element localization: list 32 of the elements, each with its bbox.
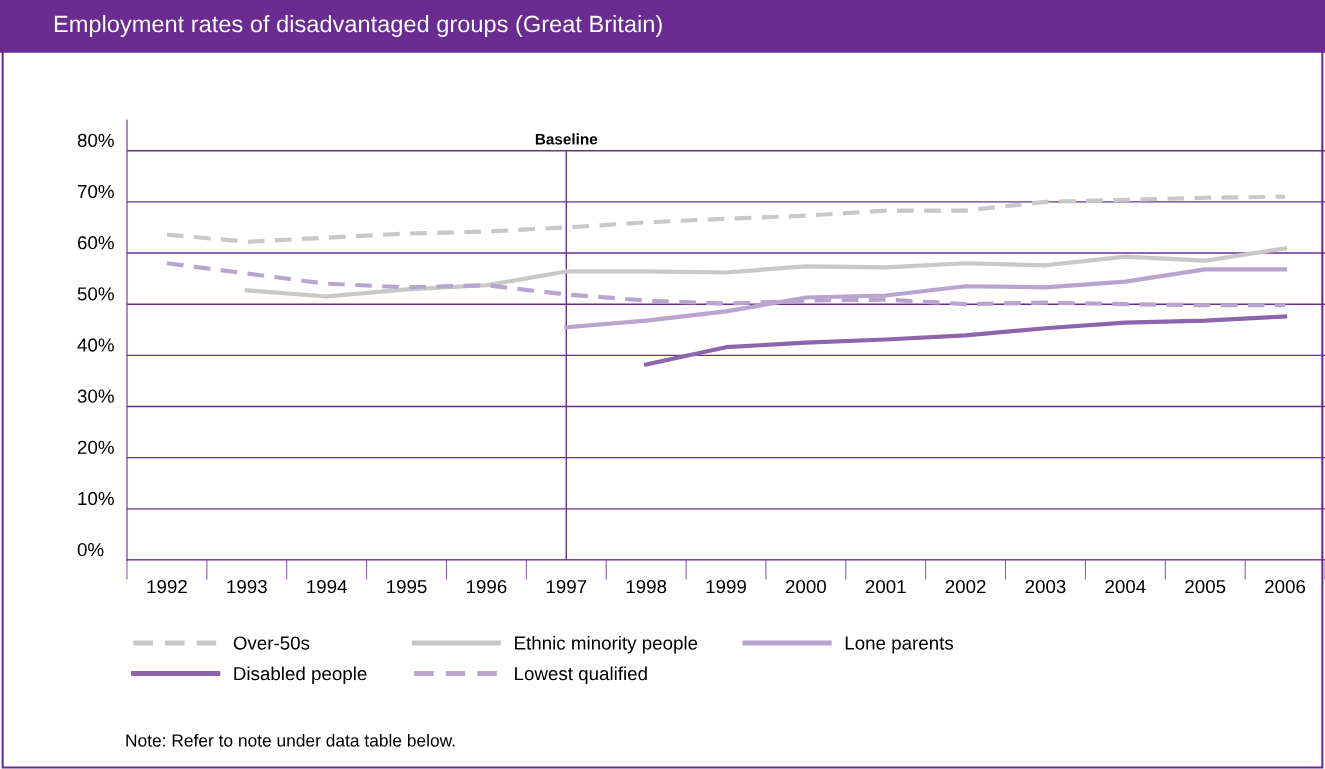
legend-label: Over-50s <box>233 636 310 650</box>
ref-line-label: Baseline <box>535 133 598 145</box>
y-tick-label: 30% <box>77 389 114 403</box>
y-tick-label: 20% <box>77 440 114 454</box>
x-tick-label: 2003 <box>1025 579 1066 594</box>
x-tick-label: 2001 <box>865 579 906 594</box>
x-tick-label: 2002 <box>945 579 986 594</box>
chart-title: Employment rates of disadvantaged groups (Great Britain) <box>54 15 662 37</box>
legend-label: Ethnic minority people <box>515 635 698 654</box>
y-tick-label: 0% <box>77 543 104 557</box>
x-tick-label: 1997 <box>546 579 587 594</box>
y-tick-label: 80% <box>77 133 114 147</box>
x-tick-label: 1992 <box>147 579 187 594</box>
x-tick-label: 1999 <box>706 579 746 594</box>
y-tick-label: 70% <box>77 184 114 199</box>
y-tick-label: 40% <box>77 338 114 352</box>
x-tick-label: 2006 <box>1265 579 1306 594</box>
x-tick-label: 1998 <box>626 579 667 594</box>
x-tick-label: 2005 <box>1185 579 1226 594</box>
legend-label: Disabled people <box>234 666 367 684</box>
x-tick-label: 1993 <box>227 579 267 594</box>
x-tick-label: 2000 <box>785 579 826 594</box>
legend-label: Lowest qualified <box>515 666 647 684</box>
y-tick-label: 50% <box>77 287 114 301</box>
y-tick-label: 10% <box>78 491 114 506</box>
text: Note: Refer to note under data table below. <box>126 733 455 747</box>
x-tick-label: 1994 <box>307 579 347 594</box>
legend-label: Lone parents <box>845 636 954 654</box>
x-tick-label: 2004 <box>1105 579 1146 594</box>
x-tick-label: 1995 <box>387 579 427 594</box>
y-tick-label: 60% <box>77 236 114 250</box>
x-tick-label: 1996 <box>466 579 507 594</box>
